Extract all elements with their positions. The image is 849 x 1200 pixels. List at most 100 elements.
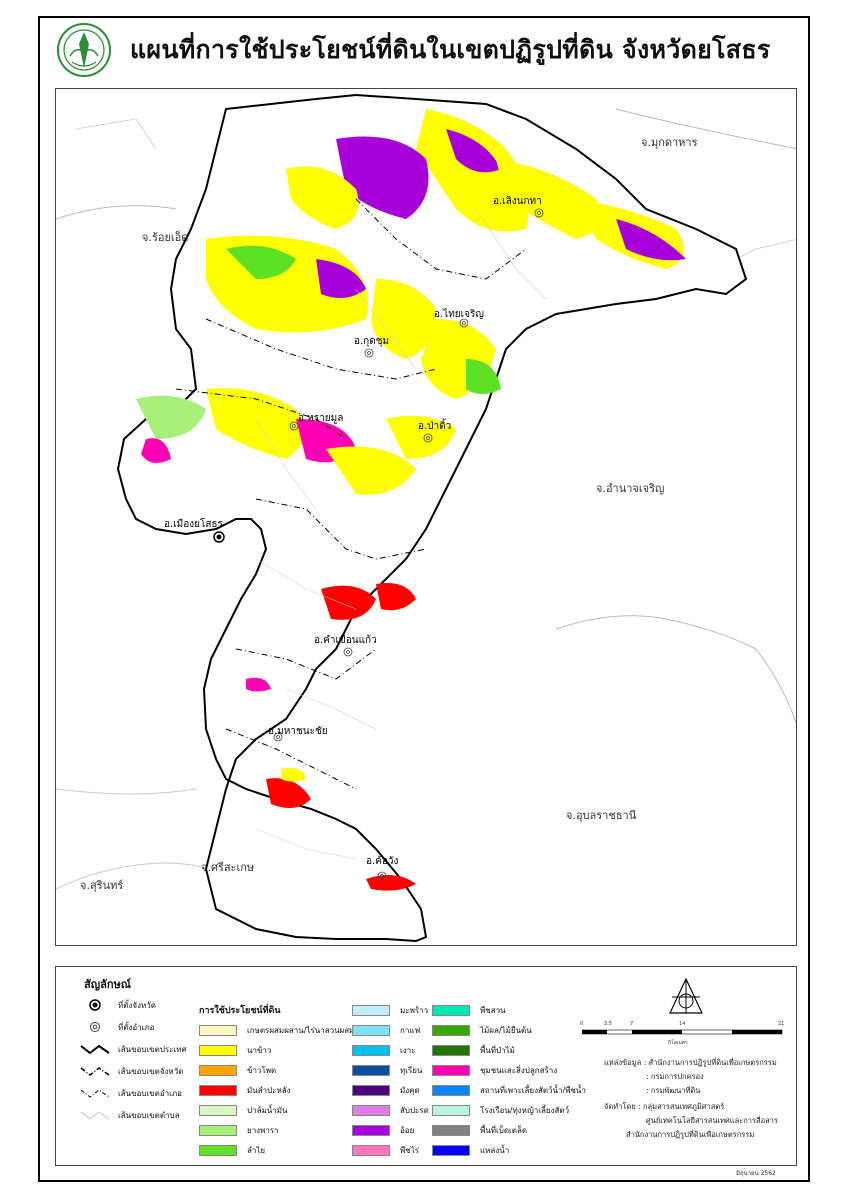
legend-subdistrict-boundary: เส้นขอบเขตตำบล — [80, 1107, 180, 1123]
landuse-item: ลำไย — [199, 1143, 265, 1157]
district-label: อ.ป่าติ้ว — [418, 418, 451, 432]
subdistrict-boundary-icon — [80, 1108, 110, 1122]
landuse-item: ไม้ผล/ไม้ยืนต้น — [432, 1023, 532, 1037]
map-title: แผนที่การใช้ประโยชน์ที่ดินในเขตปฏิรูปที่… — [130, 35, 771, 64]
legend-country-boundary: เส้นขอบเขตประเทศ — [80, 1041, 187, 1057]
color-swatch — [432, 1004, 470, 1016]
color-swatch — [199, 1124, 237, 1136]
district-label: อ.ค้อวัง — [366, 855, 398, 867]
source-line: : กรมพัฒนาที่ดิน — [646, 1086, 701, 1095]
color-swatch — [432, 1024, 470, 1036]
landuse-item: ยางพารา — [199, 1123, 279, 1137]
province-seat-icon — [80, 998, 110, 1012]
color-swatch — [199, 1144, 237, 1156]
landuse-item: มันสำปะหลัง — [199, 1083, 291, 1097]
landuse-item: พื้นที่ป่าไม้ — [432, 1043, 515, 1057]
source-line: : กรมการปกครอง — [646, 1072, 704, 1081]
neighbor-label: จ.ร้อยเอ็ด — [142, 230, 188, 244]
color-swatch — [352, 1024, 390, 1036]
landuse-item: มังคุด — [352, 1083, 420, 1097]
landuse-item: เกษตรผสมผสาน/ไร่นาสวนผสม — [199, 1023, 354, 1037]
scale-unit: กิโลเมตร — [668, 1040, 688, 1046]
source-line: จัดทำโดย : กลุ่มสารสนเทศภูมิศาสตร์ — [604, 1102, 725, 1111]
color-swatch — [352, 1104, 390, 1116]
neighbor-label: จ.ศรีสะเกษ — [201, 861, 254, 874]
color-swatch — [432, 1144, 470, 1156]
subdistrict-lines — [255, 208, 547, 860]
district-seat-markers — [273, 208, 544, 881]
legend-province-seat: ที่ตั้งจังหวัด — [80, 997, 156, 1013]
landuse-item: โรงเรือน/ทุ่งหญ้าเลี้ยงสัตว์ — [432, 1103, 569, 1117]
scale-tick: 21 — [778, 1021, 785, 1027]
legend-province-boundary: เส้นขอบเขตจังหวัด — [80, 1063, 183, 1079]
landuse-item: ปาล์มน้ำมัน — [199, 1103, 287, 1117]
scale-tick: 7 — [630, 1021, 634, 1027]
map-frame — [38, 16, 810, 1182]
neighbor-label: จ.สุรินทร์ — [80, 879, 123, 892]
scale-tick: 0 — [580, 1021, 584, 1027]
landuse-item: อ้อย — [352, 1123, 414, 1137]
district-label: อ.เลิงนกทา — [493, 196, 542, 207]
color-swatch — [352, 1064, 390, 1076]
legend-district-seat: ที่ตั้งอำเภอ — [80, 1019, 154, 1035]
source-line: ศูนย์เทคโนโลยีสารสนเทศและการสื่อสาร — [646, 1116, 778, 1125]
district-label: อ.มหาชนะชัย — [268, 726, 328, 737]
color-swatch — [199, 1104, 237, 1116]
landuse-item: ข้าวโพด — [199, 1063, 276, 1077]
scale-tick: 14 — [679, 1021, 686, 1027]
province-seat-marker — [213, 531, 225, 543]
color-swatch — [199, 1084, 237, 1096]
landuse-patches — [136, 109, 686, 891]
landuse-item: เงาะ — [352, 1043, 415, 1057]
landuse-heading: การใช้ประโยชน์ที่ดิน — [199, 1006, 281, 1016]
province-boundary-icon — [80, 1064, 110, 1078]
color-swatch — [352, 1044, 390, 1056]
landuse-item: พืชสวน — [432, 1003, 506, 1017]
neighbor-label: จ.อุบลราชธานี — [566, 809, 637, 822]
color-swatch — [199, 1024, 237, 1036]
map-area: จ.มุกดาหาร จ.ร้อยเอ็ด จ.อำนาจเจริญ จ.อุบ… — [55, 88, 797, 946]
scale-bar — [582, 1029, 783, 1035]
alro-seal-logo — [57, 23, 111, 77]
color-swatch — [432, 1044, 470, 1056]
legend-title: สัญลักษณ์ — [84, 978, 131, 991]
landuse-item: พื้นที่เบ็ดเตล็ด — [432, 1123, 527, 1137]
district-label: อ.คำเขื่อนแก้ว — [314, 632, 377, 646]
landuse-item: สับปะรด — [352, 1103, 429, 1117]
color-swatch — [352, 1004, 390, 1016]
color-swatch — [432, 1104, 470, 1116]
country-boundary-icon — [80, 1042, 110, 1056]
north-arrow-icon — [669, 977, 703, 1014]
color-swatch — [352, 1144, 390, 1156]
district-label: อ.เมืองยโสธร — [164, 517, 224, 530]
landuse-item: นาข้าว — [199, 1043, 271, 1057]
map-canvas: จ.มุกดาหาร จ.ร้อยเอ็ด จ.อำนาจเจริญ จ.อุบ… — [56, 89, 796, 945]
legend-district-boundary: เส้นขอบเขตอำเภอ — [80, 1085, 182, 1101]
district-label: อ.ไทยเจริญ — [434, 308, 484, 320]
color-swatch — [199, 1044, 237, 1056]
landuse-item: สถานที่เพาะเลี้ยงสัตว์น้ำ/พืชน้ำ — [432, 1083, 586, 1097]
landuse-item: ทุเรียน — [352, 1063, 422, 1077]
color-swatch — [199, 1064, 237, 1076]
district-label: อ.ทรายมูล — [298, 413, 343, 424]
color-swatch — [432, 1124, 470, 1136]
source-line: สำนักงานการปฏิรูปที่ดินเพื่อเกษตรกรรม — [626, 1130, 755, 1139]
source-line: แหล่งข้อมูล : สำนักงานการปฏิรูปที่ดินเพื… — [604, 1058, 777, 1067]
district-boundaries — [175, 198, 527, 790]
district-boundary-icon — [80, 1086, 110, 1100]
district-seat-icon — [80, 1020, 110, 1034]
color-swatch — [432, 1064, 470, 1076]
legend-panel: สัญลักษณ์ ที่ตั้งจังหวัด ที่ตั้งอำเภอ เส… — [55, 966, 797, 1166]
scale-tick: 3.5 — [604, 1021, 612, 1027]
landuse-item: มะพร้าว — [352, 1003, 428, 1017]
landuse-item: พืชไร่ — [352, 1143, 419, 1157]
map-date: มิถุนายน 2562 — [736, 1170, 776, 1177]
neighbor-label: จ.มุกดาหาร — [641, 136, 698, 149]
landuse-item: ชุมชนและสิ่งปลูกสร้าง — [432, 1063, 557, 1077]
district-label: อ.กุดชุม — [354, 336, 389, 347]
landuse-item: แหล่งน้ำ — [432, 1143, 509, 1157]
color-swatch — [352, 1124, 390, 1136]
landuse-item: กาแฟ — [352, 1023, 420, 1037]
color-swatch — [432, 1084, 470, 1096]
neighbor-label: จ.อำนาจเจริญ — [596, 482, 664, 495]
